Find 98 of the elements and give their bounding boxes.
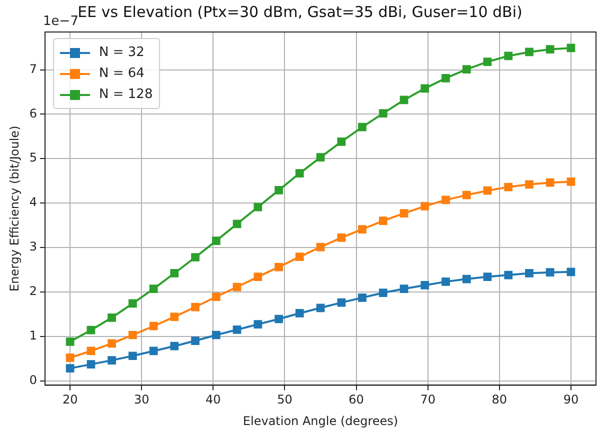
point [442,278,450,286]
point [66,337,74,346]
x-tick-label: 40 [206,392,221,407]
point [191,336,200,345]
point [420,202,430,210]
point [462,274,471,284]
x-tick-label: 90 [563,392,579,407]
point [86,326,96,334]
y-tick-label: 0 [29,372,38,387]
point [400,96,408,104]
point [274,262,283,272]
point [295,169,304,178]
point [504,182,513,192]
point [483,186,492,195]
point [149,284,158,293]
chart-title: EE vs Elevation (Ptx=30 dBm, Gsat=35 dBi, Guser=10 dBi) [78,2,522,21]
point [462,190,471,200]
point [483,272,492,281]
x-tick-label: 20 [62,392,78,407]
legend-label: N = 64 [99,66,144,81]
y-tick-label: 3 [29,240,38,254]
point [378,109,388,118]
point [128,330,137,340]
x-tick-label: 30 [134,392,150,407]
point [191,302,200,312]
text: 1e−7 [43,14,78,29]
point [546,45,554,54]
point [483,58,492,66]
y-tick-label: 7 [29,62,38,76]
point [525,269,534,278]
x-tick-label: 70 [420,392,436,407]
point [170,269,179,278]
y-tick-label: 4 [29,195,38,210]
y-axis-title: Energy Efficiency (bit/Joule) [7,126,22,292]
point [212,236,220,245]
point [86,360,96,368]
point [400,209,408,218]
point [232,282,242,292]
point [66,353,74,362]
y-tick-label: 6 [29,106,38,120]
point [128,299,137,308]
point [442,196,450,204]
point [337,298,346,307]
point [191,253,200,262]
point [274,186,283,194]
point [420,84,430,93]
point [232,220,242,228]
point [504,270,513,280]
x-tick-label: 60 [348,392,364,407]
y-tick-label: 1 [29,328,38,342]
point [86,346,96,356]
point [295,309,304,318]
x-axis-title: Elevation Angle (degrees) [242,414,398,428]
point [149,346,158,356]
point [420,281,430,290]
point [170,312,179,321]
x-tick-label: 50 [277,392,292,407]
legend-label: N = 128 [99,87,153,102]
point [462,65,471,74]
point [504,52,513,60]
point [316,242,325,252]
point [566,44,576,52]
point [378,288,388,297]
point [358,293,366,302]
point [66,364,74,372]
point [212,330,220,340]
x-tick-label: 80 [492,392,508,407]
point [212,292,220,301]
point [566,268,576,276]
point [316,153,325,162]
point [108,313,116,322]
point [358,225,366,234]
point [400,284,408,293]
point [525,48,534,56]
y-tick-label: 5 [29,150,38,165]
point [546,268,554,277]
point [442,74,450,82]
point [546,178,554,187]
point [274,314,283,324]
point [170,342,179,350]
point [254,272,262,281]
point [254,320,262,329]
point [232,325,242,334]
point [358,122,366,132]
point [525,180,534,189]
point [108,339,116,348]
point [295,252,304,261]
point [337,234,346,242]
point [108,356,116,365]
point [566,178,576,186]
y-tick-label: 2 [29,284,38,298]
point [128,352,137,360]
point [337,138,346,146]
point [378,216,388,225]
point [316,304,325,312]
point [149,322,158,330]
legend-label: N = 32 [99,45,144,60]
point [254,202,262,212]
